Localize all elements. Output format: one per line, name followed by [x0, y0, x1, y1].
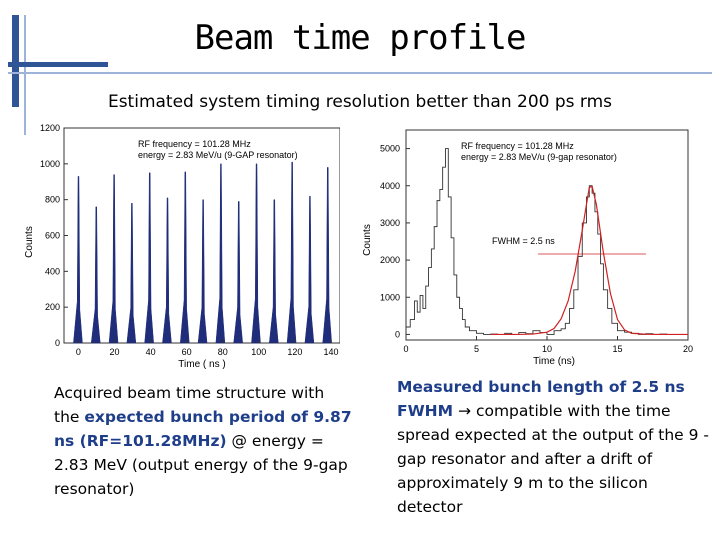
y-tick-label: 1200 — [40, 123, 60, 133]
caption-right-highlight: Measured bunch length of 2.5 ns FWHM — [397, 378, 685, 420]
chart-bunch-time-structure: 0 200 400 600 800 1000 1200 0 20 40 60 80 100 120 140… — [24, 123, 340, 370]
x-tick-label: 40 — [146, 347, 156, 357]
caption-left-highlight: expected bunch period of 9.87 ns (RF=101… — [54, 408, 352, 450]
histogram-peak — [269, 199, 279, 344]
y-tick-label: 3000 — [380, 218, 400, 228]
y-axis-label: Counts — [24, 226, 35, 258]
chart-bunch-length: 0 1000 2000 3000 4000 5000 0 5 10 15 20 RF freque… — [362, 129, 693, 367]
x-tick-label: 20 — [110, 347, 120, 357]
y-tick-label: 200 — [45, 302, 60, 312]
caption-left: Acquired beam time structure with the ex… — [54, 381, 354, 501]
x-tick-label: 140 — [323, 347, 338, 357]
histogram-peak — [286, 161, 297, 344]
y-tick-label: 0 — [55, 338, 60, 348]
x-tick-label: 0 — [403, 344, 408, 354]
y-tick-label: 0 — [395, 329, 400, 339]
slide-deco-vertical-line — [24, 15, 26, 135]
caption-left-text-2: @ energy = 2.83 MeV (output energy of th… — [54, 432, 348, 498]
annotation-energy: energy = 2.83 MeV/u (9-gap resonator) — [461, 152, 617, 162]
histogram-peak — [126, 203, 137, 344]
y-tick-label: 4000 — [380, 181, 400, 191]
x-tick-label: 60 — [182, 347, 192, 357]
slide-title: Beam time profile — [194, 18, 527, 58]
y-tick-label: 2000 — [380, 255, 400, 265]
slide-deco-horizontal-bar — [8, 62, 108, 67]
x-tick-label: 0 — [76, 347, 81, 357]
x-tick-label: 80 — [218, 347, 228, 357]
annotation-rf-frequency: RF frequency = 101.28 MHz — [138, 139, 251, 149]
y-axis-ticks: 0 1000 2000 3000 4000 5000 — [380, 144, 410, 339]
y-tick-label: 400 — [45, 266, 60, 276]
histogram-peak — [322, 167, 332, 344]
histogram-peak — [215, 163, 226, 344]
y-tick-label: 800 — [45, 195, 60, 205]
x-tick-label: 5 — [474, 344, 479, 354]
y-tick-label: 600 — [45, 231, 60, 241]
gaussian-fit-line — [490, 185, 688, 336]
slide-deco-vertical-bar — [12, 15, 19, 107]
x-axis-label: Time ( ns ) — [178, 359, 225, 370]
x-tick-label: 100 — [251, 347, 266, 357]
slide-deco-horizontal-line — [8, 72, 712, 74]
slide-subtitle: Estimated system timing resolution bette… — [107, 92, 613, 112]
annotation-energy: energy = 2.83 MeV/u (9-GAP resonator) — [138, 150, 298, 160]
x-tick-label: 15 — [612, 344, 622, 354]
y-tick-label: 1000 — [40, 159, 60, 169]
histogram-peak — [179, 171, 190, 344]
histogram-peak — [197, 199, 208, 344]
caption-left-text-1: Acquired beam time structure with the — [54, 384, 325, 426]
histogram-peak — [144, 172, 154, 344]
arrow-right-icon: → — [458, 402, 472, 420]
histogram-peak — [251, 163, 261, 344]
caption-right-text: compatible with the time spread expected… — [397, 402, 709, 516]
y-tick-label: 1000 — [380, 292, 400, 302]
histogram-peak — [304, 195, 315, 344]
x-tick-label: 120 — [287, 347, 302, 357]
x-axis-ticks: 0 5 10 15 20 — [403, 336, 693, 354]
histogram-peak — [162, 197, 172, 344]
histogram-peak — [108, 174, 119, 344]
y-axis-ticks: 0 200 400 600 800 1000 1200 — [40, 123, 68, 348]
caption-right: Measured bunch length of 2.5 ns FWHM → c… — [397, 375, 717, 519]
x-axis-label: Time (ns) — [533, 356, 575, 367]
annotation-rf-frequency: RF frequency = 101.28 MHz — [461, 141, 574, 151]
x-tick-label: 10 — [542, 344, 552, 354]
histogram-line — [406, 148, 688, 335]
x-axis-ticks: 0 20 40 60 80 100 120 140 — [76, 339, 338, 357]
y-axis-label: Counts — [362, 224, 373, 256]
x-tick-label: 20 — [683, 344, 693, 354]
histogram-peak — [90, 206, 101, 344]
histogram-peak — [233, 201, 243, 344]
y-tick-label: 5000 — [380, 144, 400, 154]
annotation-fwhm: FWHM = 2.5 ns — [492, 236, 555, 246]
histogram-peak — [73, 176, 83, 344]
histogram-peaks — [73, 161, 332, 344]
